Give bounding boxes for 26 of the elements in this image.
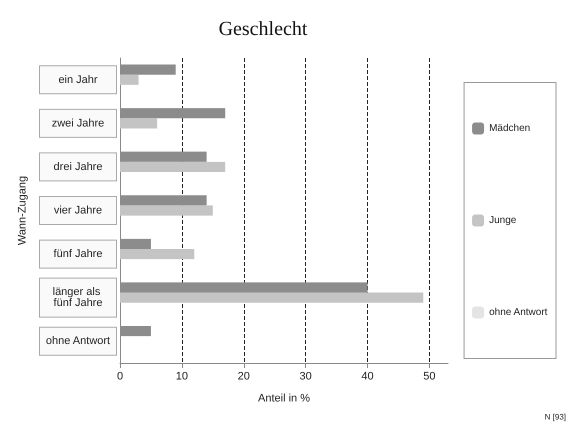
x-axis-title: Anteil in %	[258, 392, 310, 404]
y-tick-label: ein Jahr	[58, 74, 98, 86]
y-tick-label: drei Jahre	[54, 160, 102, 173]
y-tick-label: zwei Jahre	[52, 117, 104, 130]
legend-label: ohne Antwort	[489, 307, 548, 318]
legend-label: Junge	[489, 215, 517, 226]
x-tick-label: 10	[176, 370, 188, 382]
chart-title: Geschlecht	[218, 18, 308, 40]
y-tick-label: ohne Antwort	[46, 335, 110, 348]
bar	[120, 248, 194, 260]
bar	[120, 162, 226, 172]
y-tick-label: länger als fünf Jahre	[52, 286, 104, 310]
bar	[120, 292, 424, 303]
y-axis-title: Wann-Zugang	[16, 176, 29, 246]
x-tick-label: 50	[423, 370, 436, 382]
legend-label: Mädchen	[489, 123, 530, 134]
y-tick-label: fünf Jahre	[54, 248, 102, 260]
x-tick-label: 20	[238, 370, 250, 382]
bar	[120, 74, 139, 85]
y-tick-label: vier Jahre	[54, 204, 102, 216]
text: N [93]	[544, 412, 566, 422]
bar	[120, 118, 158, 128]
x-tick-label: 0	[116, 370, 124, 382]
x-tick-label: 40	[361, 370, 374, 382]
bar	[120, 205, 213, 216]
x-tick-label: 30	[300, 370, 312, 382]
